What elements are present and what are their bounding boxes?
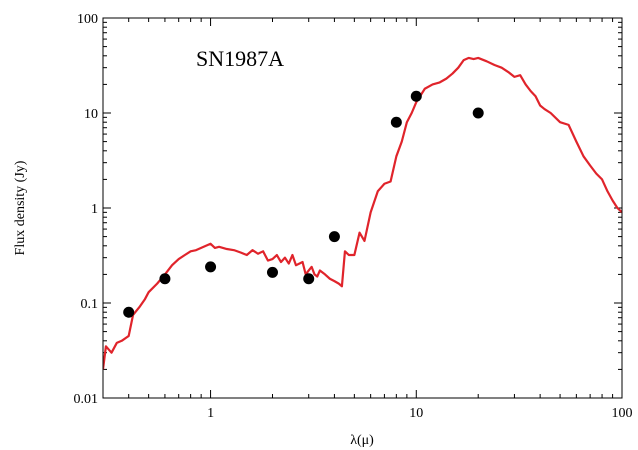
y-tick-label: 0.01 — [74, 392, 99, 407]
x-tick-label: 1 — [207, 406, 214, 421]
observed-point — [328, 231, 340, 243]
series-layer — [103, 56, 622, 370]
y-tick-label: 0.1 — [81, 297, 99, 312]
y-axis-title: Flux density (Jy) — [13, 160, 28, 255]
observed-point — [159, 273, 171, 285]
observed-point — [266, 266, 278, 278]
y-tick-label: 1 — [91, 202, 98, 217]
observed-point — [390, 116, 402, 128]
plot-frame — [102, 17, 623, 399]
y-tick-label: 10 — [84, 107, 98, 122]
observed-point — [303, 273, 315, 285]
observed-point — [205, 261, 217, 273]
observed-point — [472, 107, 484, 119]
observed-point — [123, 306, 135, 318]
ticks-layer: 1 10 100 0.01 0.1 1 10 100 — [74, 12, 633, 421]
x-axis-title: λ(μ) — [350, 433, 374, 448]
observed-point — [410, 90, 422, 102]
x-tick-label: 100 — [612, 406, 633, 421]
object-annotation: SN1987A — [196, 46, 284, 71]
x-tick-label: 10 — [409, 406, 423, 421]
y-tick-label: 100 — [77, 12, 98, 27]
model-sed-line — [103, 56, 622, 370]
